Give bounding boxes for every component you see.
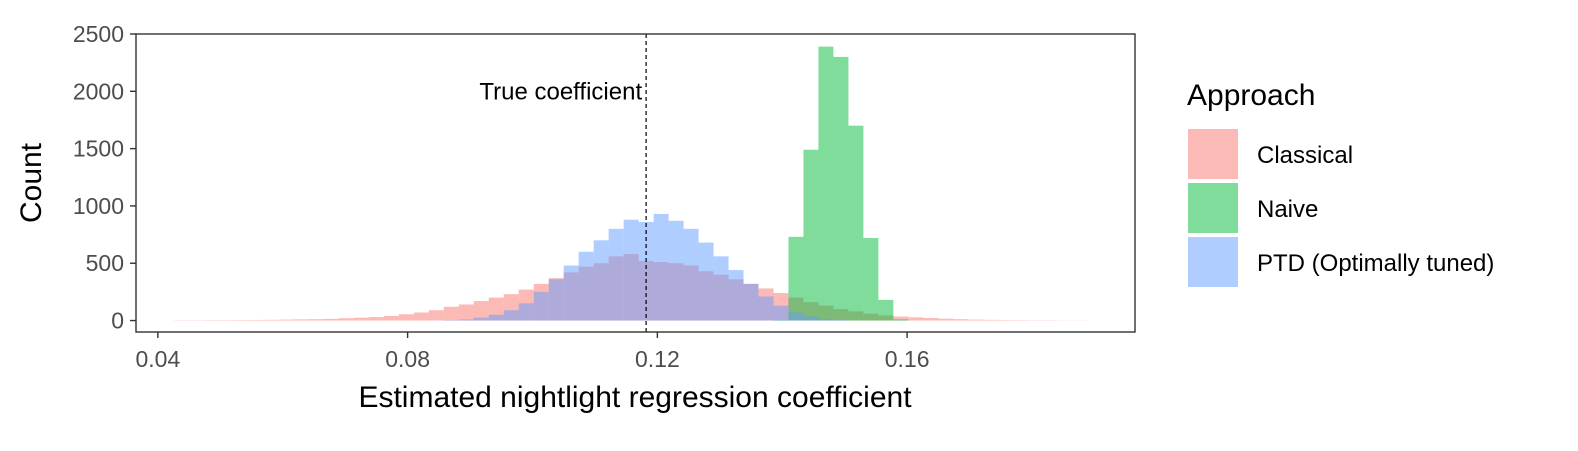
histogram-bar — [728, 270, 744, 321]
y-tick-label: 0 — [111, 308, 124, 334]
histogram-bar — [788, 312, 804, 321]
plot-area — [174, 46, 1089, 321]
legend-swatch-classical — [1188, 129, 1238, 179]
histogram-bar — [533, 291, 549, 321]
histogram-bar — [278, 319, 294, 321]
x-axis-title: Estimated nightlight regression coeffici… — [358, 381, 912, 414]
legend-title: Approach — [1187, 79, 1315, 112]
histogram-bar — [833, 319, 849, 321]
panel-border — [135, 33, 1136, 333]
legend-swatch-ptd-optimally-tuned — [1188, 237, 1238, 287]
histogram-bar — [638, 221, 654, 321]
histogram-bar — [548, 279, 564, 321]
histogram-bar — [398, 314, 414, 321]
histogram-bar — [338, 318, 354, 321]
histogram-bar — [803, 316, 819, 321]
histogram-bar — [788, 236, 804, 321]
legend-swatch-naive — [1188, 183, 1238, 233]
histogram-bar — [473, 317, 489, 321]
histogram-bar — [773, 305, 789, 321]
histogram-bar — [908, 317, 924, 321]
histogram-bar — [428, 310, 444, 321]
histogram-bar — [833, 56, 849, 321]
x-axis: 0.04 0.08 0.12 0.16 — [135, 332, 929, 372]
histogram-bar — [983, 319, 999, 321]
legend-label-naive: Naive — [1257, 196, 1318, 223]
y-tick-label: 1000 — [73, 193, 124, 219]
histogram-bar — [488, 314, 504, 321]
histogram-bar — [473, 301, 489, 321]
histogram-bar — [264, 319, 279, 321]
histogram-bar — [698, 242, 714, 321]
histogram-bar — [683, 228, 699, 321]
x-tick-label: 0.08 — [385, 346, 430, 372]
histogram-bar — [668, 220, 684, 321]
histogram-bar — [518, 303, 534, 321]
histogram-bar — [713, 256, 729, 321]
histogram-bar — [818, 46, 834, 321]
histogram-bar — [563, 265, 579, 321]
histogram-bar — [368, 317, 384, 321]
y-tick-label: 500 — [86, 250, 124, 276]
histogram-bar — [578, 251, 594, 321]
y-axis: 0 500 1000 1500 2000 2500 — [73, 21, 136, 334]
histogram-bar — [653, 213, 669, 321]
histogram-bar — [743, 283, 759, 321]
histogram-bar — [923, 318, 939, 321]
histogram-bar — [968, 319, 984, 321]
histogram-bar — [249, 319, 264, 321]
series-ptd-optimally-tuned — [443, 213, 849, 321]
x-tick-label: 0.12 — [635, 346, 680, 372]
histogram-bar — [953, 319, 969, 321]
histogram-bar — [803, 149, 819, 321]
histogram-bar — [893, 319, 909, 321]
histogram-bar — [623, 219, 639, 321]
legend-label-ptd-optimally-tuned: PTD (Optimally tuned) — [1257, 250, 1494, 277]
legend-label-classical: Classical — [1257, 142, 1353, 169]
y-tick-label: 1500 — [73, 136, 124, 162]
histogram-bar — [443, 306, 459, 321]
histogram-bar — [458, 319, 474, 321]
histogram-bar — [503, 310, 519, 321]
histogram-bar — [413, 312, 429, 321]
histogram-bar — [293, 319, 309, 321]
histogram-bar — [593, 240, 609, 321]
histogram-bar — [323, 318, 339, 321]
true-coefficient-label: True coefficient — [479, 78, 642, 105]
legend: Approach Classical Naive PTD (Optimally tu… — [1187, 79, 1494, 287]
y-tick-label: 2000 — [73, 78, 124, 104]
histogram-bar — [818, 318, 834, 321]
histogram-bar — [893, 316, 909, 321]
histogram-bar — [353, 317, 369, 321]
x-tick-label: 0.04 — [135, 346, 180, 372]
histogram-bar — [383, 315, 399, 321]
histogram-bar — [458, 304, 474, 321]
x-tick-label: 0.16 — [885, 346, 930, 372]
y-tick-label: 2500 — [73, 21, 124, 47]
series-naive — [773, 46, 909, 321]
histogram-bar — [848, 125, 864, 321]
histogram-bar — [608, 228, 624, 321]
histogram-bar — [758, 296, 774, 321]
histogram-bar — [878, 299, 894, 321]
y-axis-title: Count — [15, 142, 48, 223]
histogram-bar — [938, 318, 954, 321]
histogram-bar — [863, 238, 879, 321]
histogram-bar — [308, 319, 324, 321]
